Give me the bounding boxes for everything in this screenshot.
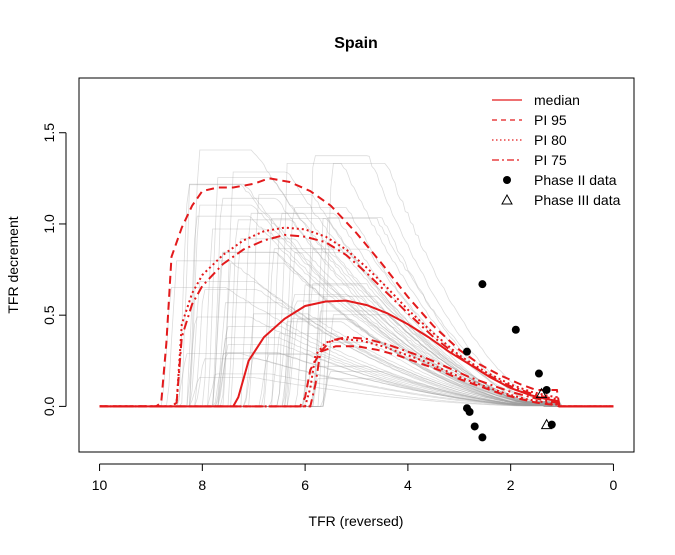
y-tick-label: 1.0 — [41, 214, 57, 234]
x-axis-title: TFR (reversed) — [309, 513, 404, 529]
trajectory-line — [99, 218, 611, 407]
series-pi-95-upper — [99, 177, 614, 408]
legend-marker-circle — [503, 176, 511, 184]
phase3-point — [535, 387, 548, 399]
trajectory-line — [99, 260, 611, 407]
trajectory-line — [99, 217, 611, 407]
x-tick-label: 10 — [92, 477, 108, 493]
trajectory-line — [99, 289, 611, 407]
x-tick-label: 8 — [198, 477, 206, 493]
phase2-point — [465, 407, 474, 416]
series-pi-75-upper — [99, 233, 614, 408]
phase3-point — [540, 418, 553, 430]
legend-label: PI 80 — [534, 132, 567, 148]
legend-label: PI 75 — [534, 152, 567, 168]
trajectory-line — [99, 302, 611, 407]
chart-title: Spain — [334, 35, 378, 52]
x-tick-label: 4 — [404, 477, 412, 493]
series-pi-75-lower — [99, 336, 614, 408]
y-axis-title: TFR decrement — [5, 216, 21, 313]
x-tick-label: 2 — [507, 477, 515, 493]
series-pi-95-lower — [99, 345, 614, 408]
series-pi-80-lower — [99, 337, 614, 408]
trajectory-line — [99, 184, 611, 407]
trajectory-line — [99, 286, 611, 407]
series-median — [99, 299, 614, 408]
trajectory-line — [99, 318, 611, 407]
legend-marker-triangle — [501, 193, 513, 205]
phase2-point — [547, 420, 556, 429]
trajectory-line — [99, 183, 611, 407]
points-layer — [462, 280, 556, 442]
series-layer — [99, 177, 614, 408]
y-axis: 0.0 0.5 1.0 1.5 — [41, 123, 67, 416]
phase2-point — [462, 347, 471, 356]
x-tick-label: 6 — [301, 477, 309, 493]
phase2-point — [470, 422, 479, 431]
trajectory-line — [99, 295, 611, 407]
phase2-point — [542, 385, 551, 394]
trajectory-line — [99, 149, 611, 407]
trajectory-line — [99, 228, 611, 407]
trajectory-line — [99, 280, 611, 407]
trajectory-line — [99, 353, 611, 407]
phase2-point — [478, 433, 487, 442]
background-trajectories — [99, 149, 611, 407]
legend: median PI 95 PI 80 PI 75 Phase II data Phase … — [492, 92, 621, 208]
y-tick-label: 1.5 — [41, 123, 57, 143]
phase2-point — [478, 280, 487, 289]
legend-label: Phase III data — [534, 192, 621, 208]
y-tick-label: 0.5 — [41, 305, 57, 325]
x-tick-label: 0 — [610, 477, 618, 493]
legend-label: median — [534, 92, 580, 108]
plot-frame — [78, 77, 635, 453]
x-axis: 10 8 6 4 2 0 — [92, 463, 618, 493]
legend-label: PI 95 — [534, 112, 567, 128]
phase2-point — [534, 369, 543, 378]
legend-label: Phase II data — [534, 172, 617, 188]
trajectory-line — [99, 321, 611, 407]
phase2-point — [511, 325, 520, 334]
y-tick-label: 0.0 — [41, 396, 57, 416]
